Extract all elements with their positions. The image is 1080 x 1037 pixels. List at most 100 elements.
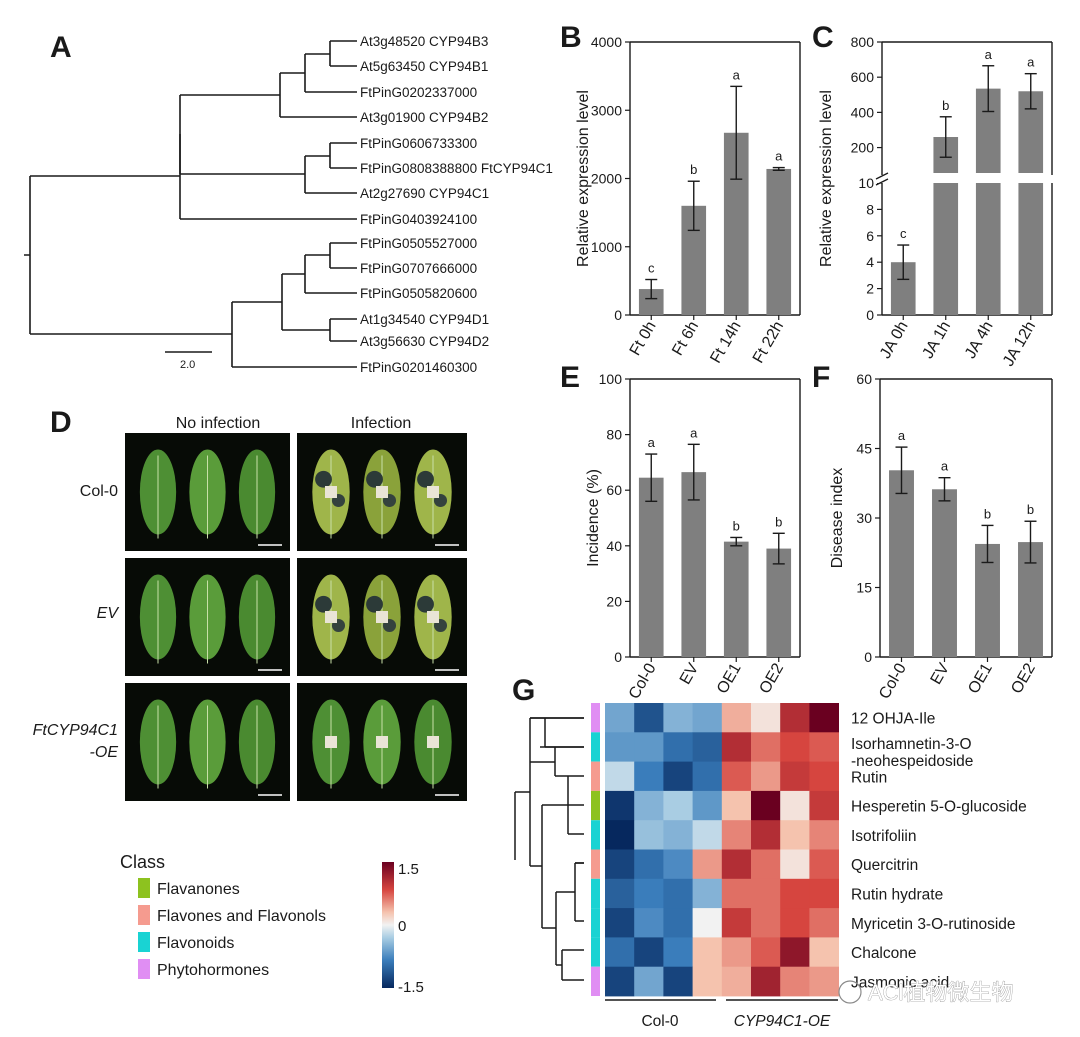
heatmap-cell	[663, 703, 693, 733]
heatmap-cell	[605, 820, 635, 850]
significance-letter: a	[1027, 55, 1035, 70]
tree-leaf-label: At1g34540 CYP94D1	[360, 312, 489, 327]
heatmap-cell	[721, 703, 752, 733]
y-tick-label: 15	[856, 580, 872, 596]
inoculum-disc	[325, 736, 337, 748]
legend-swatch	[138, 959, 150, 979]
tree-leaf-label: At3g56630 CYP94D2	[360, 334, 489, 349]
significance-letter: a	[898, 428, 906, 443]
heatmap-grid	[591, 703, 839, 997]
heatmap-cell	[692, 878, 723, 909]
heatmap-cell	[751, 761, 781, 792]
y-tick-label: 4000	[591, 34, 622, 50]
heatmap-cell	[809, 761, 839, 792]
y-tick-label: 60	[606, 482, 622, 498]
heatmap-cell	[751, 732, 781, 762]
heatmap-cell	[692, 937, 723, 968]
class-strip-cell	[591, 937, 600, 967]
colorbar-mid: 0	[398, 918, 406, 935]
break-mark	[875, 178, 889, 186]
heatmap-cell	[634, 790, 664, 821]
tree-leaf-label: At2g27690 CYP94C1	[360, 186, 489, 201]
lesion	[417, 595, 434, 613]
heatmap-cell	[634, 878, 664, 909]
y-tick-label: 4	[866, 254, 874, 270]
class-strip-cell	[591, 732, 600, 762]
legend-label: Phytohormones	[157, 962, 269, 979]
y-tick-label: 100	[599, 371, 623, 387]
heatmap-cell	[751, 820, 781, 850]
tree-leaf-label: At5g63450 CYP94B1	[360, 59, 488, 74]
significance-letter: a	[648, 435, 656, 450]
heatmap-row-label: Myricetin 3-O-rutinoside	[851, 916, 1016, 933]
heatmap-cell	[605, 966, 635, 997]
significance-letter: a	[733, 67, 741, 82]
tree-leaf-label: FtPinG0202337000	[360, 85, 477, 100]
x-tick-label: Ft 22h	[750, 319, 787, 367]
inoculum-disc	[325, 486, 337, 498]
bar	[766, 548, 792, 657]
heatmap-cell	[751, 937, 781, 968]
tree-scale-label: 2.0	[180, 359, 195, 371]
leaf-row-label: -OE	[90, 744, 119, 761]
leaf-photo-grid	[125, 433, 467, 801]
heatmap-cell	[663, 937, 693, 968]
heatmap-cell	[809, 790, 839, 821]
group-label-col0: Col-0	[641, 1013, 678, 1030]
heatmap-cell	[663, 966, 693, 997]
heatmap-cell	[780, 849, 810, 880]
heatmap-cell	[751, 908, 781, 938]
x-tick-label: Col-0	[626, 660, 660, 702]
y-tick-label: 40	[606, 538, 622, 554]
heatmap-cell	[751, 703, 781, 733]
x-tick-label: Ft 14h	[707, 319, 744, 367]
heatmap-cell	[780, 820, 810, 850]
heatmap-cell	[634, 908, 664, 938]
y-tick-label: 800	[851, 34, 875, 50]
heatmap-row-label: Jasmonic acid	[851, 974, 949, 991]
y-tick-label: 20	[606, 593, 622, 609]
x-tick-label: JA 4h	[962, 319, 997, 362]
class-legend: Flavanones Flavones and Flavonols Flavonoi…	[138, 878, 326, 979]
x-tick-label: Ft 0h	[627, 319, 660, 359]
heatmap-cell	[634, 761, 664, 792]
heatmap-cell	[751, 878, 781, 909]
heatmap-cell	[780, 937, 810, 968]
heatmap-row-label: Rutin hydrate	[851, 886, 943, 903]
inoculum-disc	[376, 736, 388, 748]
class-strip-cell	[591, 790, 600, 821]
heatmap-cell	[780, 761, 810, 792]
heatmap-row-label: 12 OHJA-Ile	[851, 711, 935, 728]
leaf-row-label: EV	[97, 605, 120, 622]
tree-leaf-label: At3g01900 CYP94B2	[360, 110, 488, 125]
heatmap-cell	[692, 849, 723, 880]
y-tick-label: 10	[858, 175, 874, 191]
heatmap-cell	[809, 732, 839, 762]
x-tick-label: EV	[677, 660, 703, 687]
heatmap-cell	[692, 703, 723, 733]
heatmap-cell	[692, 966, 723, 997]
y-tick-label: 0	[614, 307, 622, 323]
y-axis-label: Incidence (%)	[585, 469, 602, 567]
y-tick-label: 1000	[591, 239, 622, 255]
chart-c: 0 2 4 6 8 10 200 400 600 800 Relative expression l…	[818, 34, 1054, 369]
heatmap-cell	[721, 849, 752, 880]
y-tick-label: 2000	[591, 171, 622, 187]
phylogenetic-tree	[24, 40, 357, 368]
chart-e: 0 20 40 60 80 100 Incidence (%) a Col-0 a EV b OE1 b O…	[585, 371, 801, 702]
heatmap-cell	[634, 732, 664, 762]
legend-label: Flavones and Flavonols	[157, 908, 326, 925]
y-tick-label: 60	[856, 371, 872, 387]
inoculum-disc	[427, 486, 439, 498]
bar	[932, 489, 957, 657]
leaf-row-label: Col-0	[80, 483, 118, 500]
tree-leaf-label: FtPinG0808388800 FtCYP94C1	[360, 161, 553, 176]
heatmap-cell	[605, 908, 635, 938]
y-tick-label: 80	[606, 427, 622, 443]
colorbar	[382, 862, 394, 988]
heatmap-cell	[751, 966, 781, 997]
heatmap-cell	[721, 790, 752, 821]
heatmap-cell	[692, 820, 723, 850]
y-tick-label: 6	[866, 228, 874, 244]
wechat-icon	[838, 980, 862, 1004]
